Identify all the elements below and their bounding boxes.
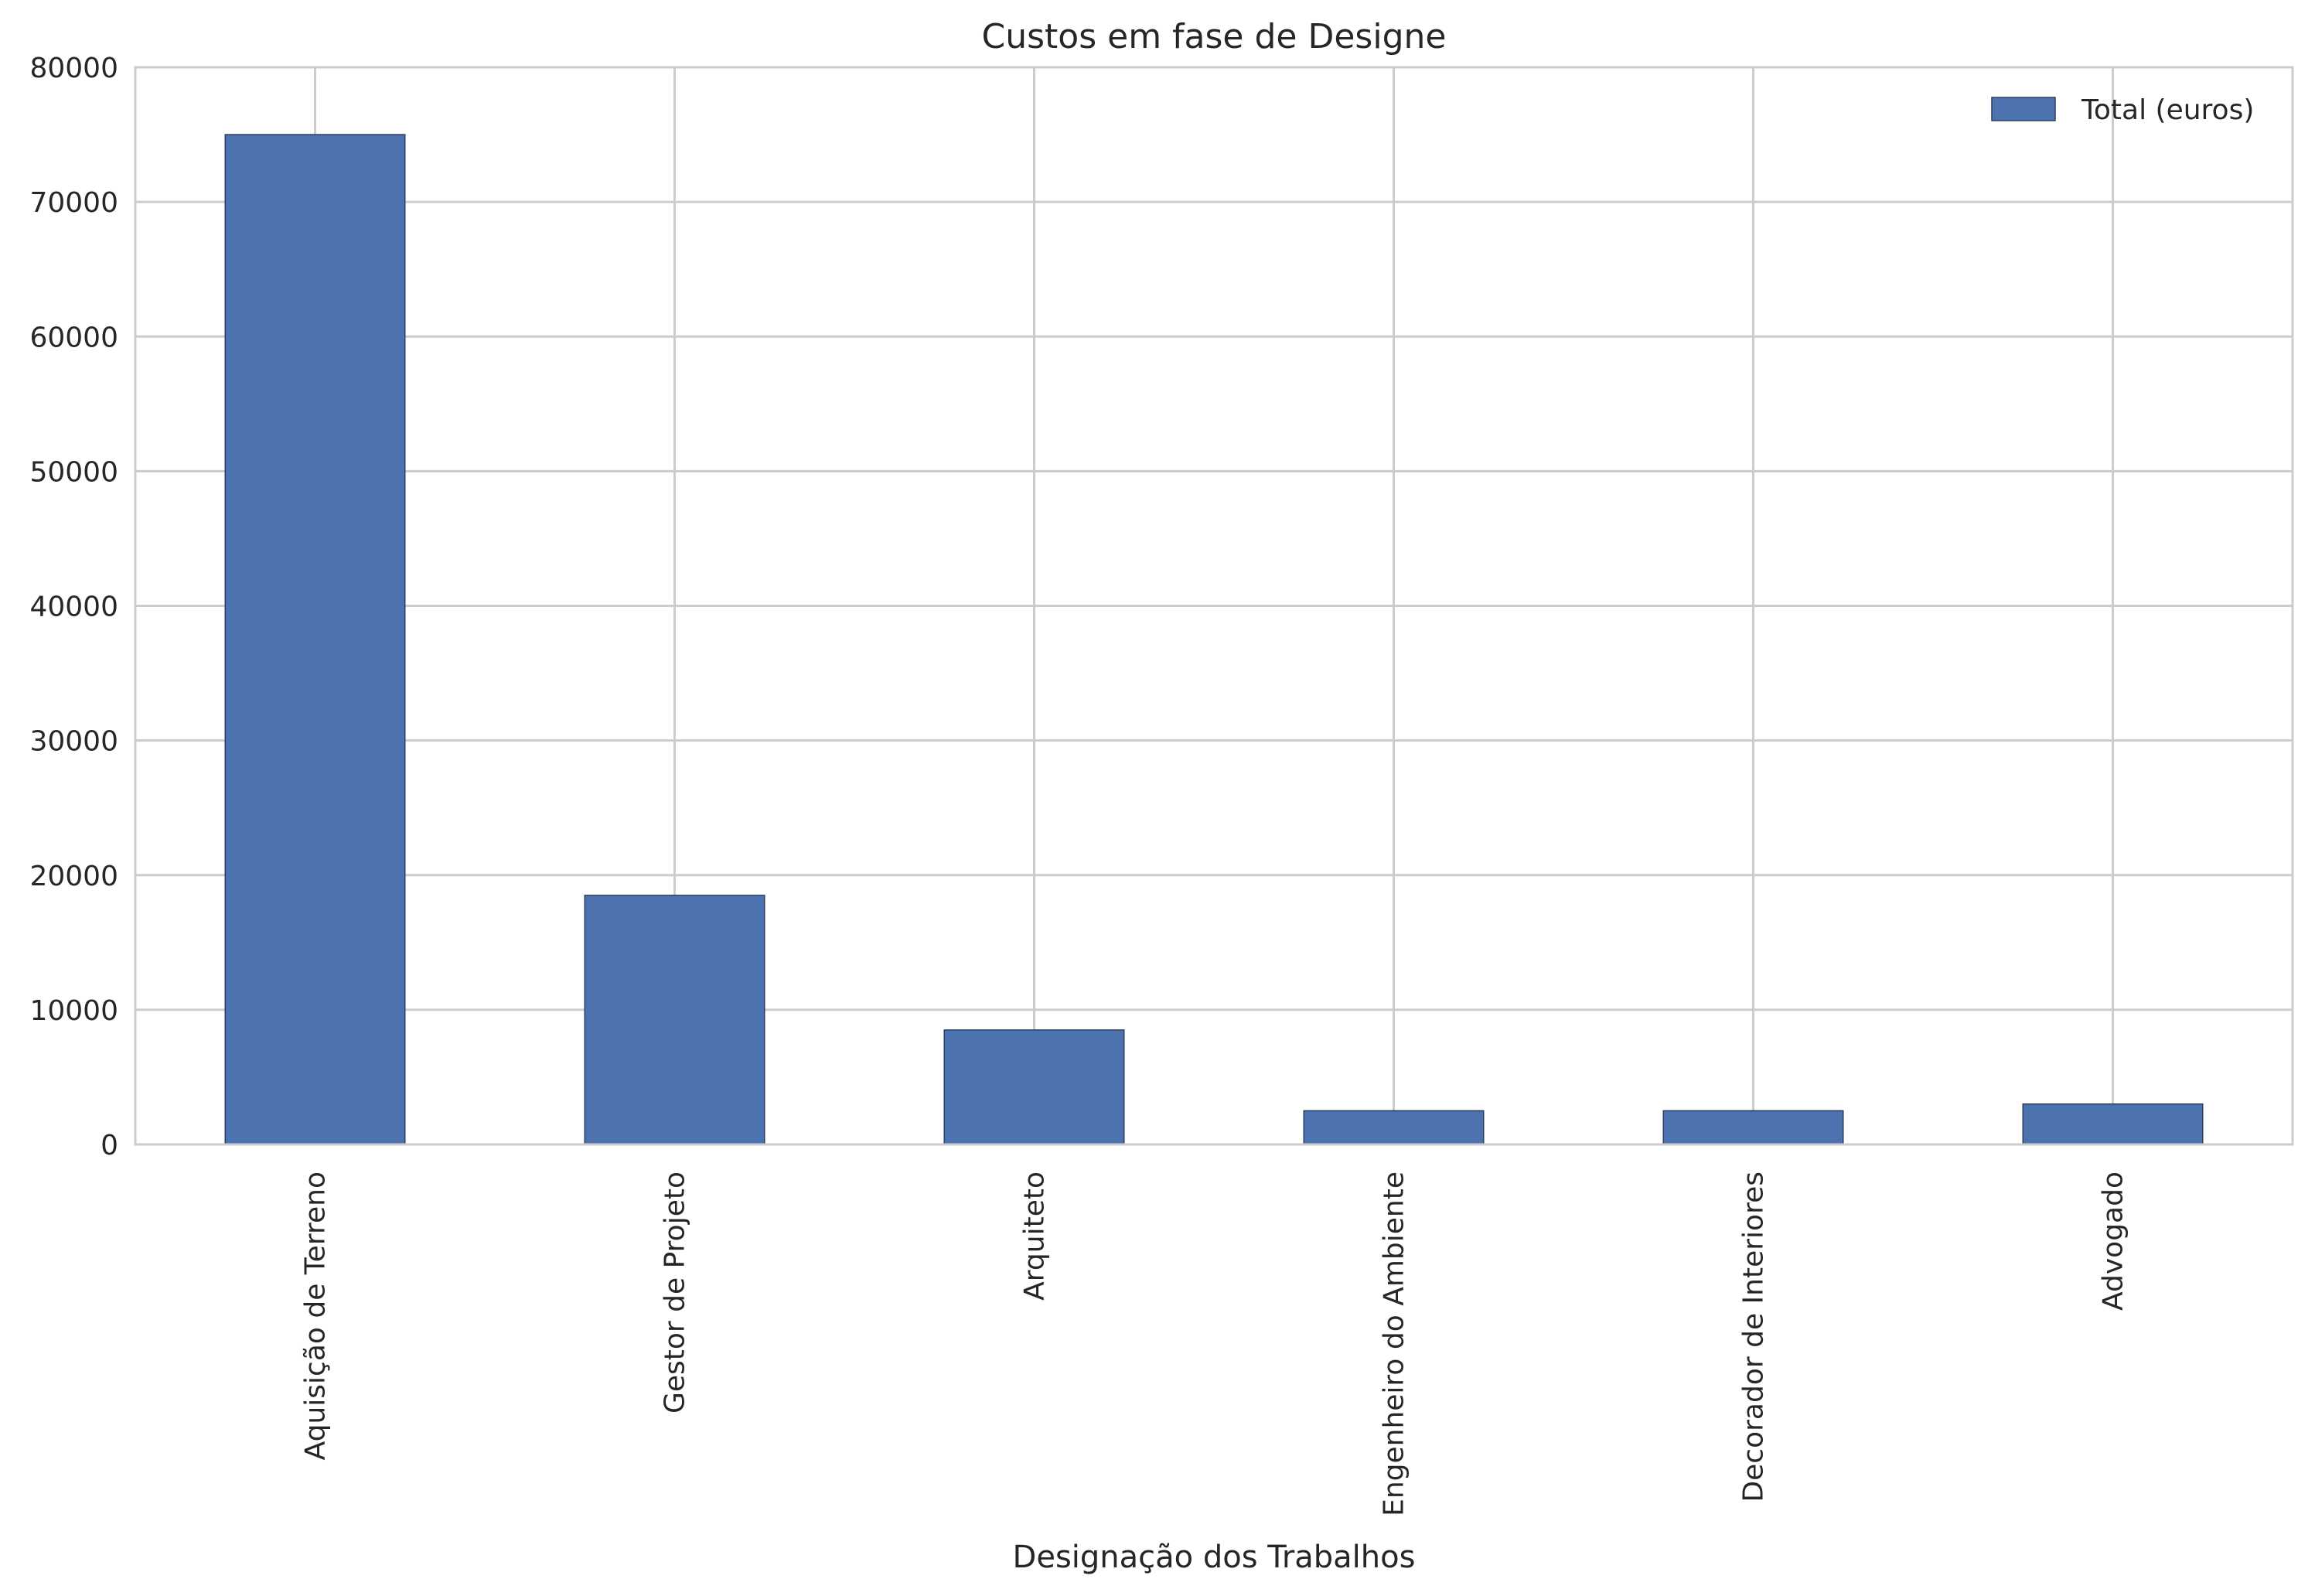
bar <box>584 895 765 1145</box>
grid-lines <box>135 66 2293 1146</box>
plot-frame <box>134 66 2294 1146</box>
y-tick-label: 40000 <box>29 592 118 623</box>
chart-title: Custos em fase de Designe <box>982 17 1447 56</box>
x-axis-ticks: Aquisição de Terreno Gestor de Projeto Arq… <box>300 1171 2129 1516</box>
x-tick-label: Engenheiro do Ambiente <box>1379 1171 1410 1516</box>
y-tick-label: 80000 <box>29 53 118 84</box>
y-tick-label: 50000 <box>29 456 118 488</box>
y-tick-label: 20000 <box>29 861 118 892</box>
y-tick-label: 0 <box>101 1130 118 1161</box>
x-axis-label: Designação dos Trabalhos <box>1013 1540 1416 1575</box>
bar <box>224 134 406 1145</box>
bar <box>1303 1110 1485 1145</box>
x-tick-label: Gestor de Projeto <box>660 1171 691 1414</box>
bar <box>2022 1103 2204 1145</box>
y-tick-label: 60000 <box>29 322 118 353</box>
x-tick-label: Arquiteto <box>1019 1171 1051 1301</box>
x-tick-label: Decorador de Interiores <box>1738 1171 1770 1502</box>
x-tick-label: Aquisição de Terreno <box>300 1171 332 1460</box>
x-tick-label: Advogado <box>2098 1171 2129 1311</box>
bar <box>943 1029 1125 1145</box>
bars <box>224 134 2204 1145</box>
y-tick-label: 70000 <box>29 187 118 219</box>
y-tick-label: 10000 <box>29 995 118 1027</box>
legend-swatch <box>1991 97 2056 121</box>
y-tick-label: 30000 <box>29 726 118 758</box>
bar <box>1662 1110 1844 1145</box>
y-axis-ticks: 0 10000 20000 30000 40000 50000 60000 70000 8000… <box>29 53 118 1161</box>
legend: Total (euros) <box>1991 94 2254 126</box>
legend-label: Total (euros) <box>2081 94 2254 126</box>
